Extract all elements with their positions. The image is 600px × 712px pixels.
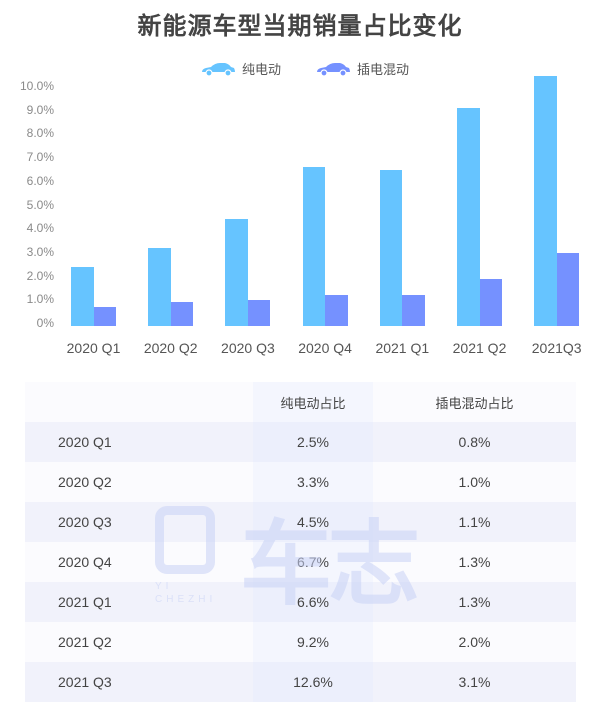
x-tick-label: 2021 Q2 — [452, 340, 507, 356]
y-tick-label: 10.0% — [19, 79, 54, 93]
bar-phev — [247, 299, 271, 326]
cell-ev: 4.5% — [253, 502, 373, 542]
cell-period: 2020 Q4 — [58, 554, 112, 570]
x-tick-label: 2020 Q2 — [143, 340, 198, 356]
cell-phev: 1.3% — [458, 554, 491, 570]
cell-phev: 1.0% — [458, 474, 491, 490]
cell-period: 2020 Q3 — [58, 514, 112, 530]
x-tick-label: 2020 Q4 — [298, 340, 352, 356]
y-tick-label: 3.0% — [26, 244, 54, 259]
y-tick-label: 9.0% — [26, 102, 54, 117]
cell-ev: 6.6% — [253, 582, 373, 622]
cell-period: 2020 Q1 — [58, 434, 112, 450]
cell-period: 2021 Q2 — [58, 634, 112, 650]
bar-phev — [556, 252, 580, 326]
bar-ev — [302, 167, 326, 326]
header-cell-ev: 纯电动占比 — [253, 382, 373, 422]
header-cell-phev: 插电混动占比 — [435, 396, 514, 412]
cell-phev: 1.3% — [458, 594, 491, 610]
y-tick-label: 2.0% — [26, 268, 54, 283]
bar-ev — [534, 76, 557, 326]
x-tick-label: 2020 Q3 — [221, 340, 275, 356]
table-row: 2020 Q4 6.7% 1.3% — [25, 542, 576, 582]
bar-ev — [148, 247, 171, 326]
cell-ev: 6.7% — [253, 542, 373, 582]
table-row: 2020 Q3 4.5% 1.1% — [25, 502, 576, 542]
table-header: 纯电动占比 插电混动占比 — [25, 382, 576, 422]
bar-ev — [379, 169, 403, 326]
legend-label: 纯电动 — [242, 63, 282, 78]
bar-phev — [93, 307, 116, 326]
y-tick-label: 7.0% — [26, 150, 54, 165]
y-axis: 10.0% 9.0% 8.0% 7.0% 6.0% 5.0% 4.0% 3.0% 2.0% 1.0… — [0, 0, 56, 712]
plot-area — [58, 60, 600, 326]
table-row: 2021 Q1 6.6% 1.3% — [25, 582, 576, 622]
chart-legend: 纯电动 插电混动 — [200, 59, 443, 78]
bar-ev — [225, 219, 248, 326]
table-row: 2020 Q2 3.3% 1.0% — [25, 462, 576, 502]
bar-phev — [325, 295, 348, 326]
bar-phev — [402, 295, 425, 326]
table-row: 2021 Q2 9.2% 2.0% — [25, 622, 576, 662]
cell-period: 2020 Q2 — [58, 474, 112, 490]
car-icon — [317, 62, 351, 76]
x-axis: 2020 Q1 2020 Q2 2020 Q3 2020 Q4 2021 Q1 2021 … — [0, 340, 600, 360]
cell-ev: 3.3% — [253, 462, 373, 502]
cell-phev: 0.8% — [458, 434, 491, 450]
car-icon — [202, 62, 235, 76]
legend-item-phev: 插电混动 — [315, 59, 409, 78]
bar-ev — [457, 107, 480, 326]
bar-ev — [71, 266, 94, 326]
cell-phev: 3.1% — [458, 674, 491, 690]
cell-phev: 1.1% — [458, 514, 491, 530]
x-tick-label: 2021Q3 — [531, 340, 582, 356]
y-tick-label: 5.0% — [26, 197, 54, 212]
y-tick-label: 4.0% — [26, 221, 54, 236]
cell-period: 2021 Q3 — [58, 674, 112, 690]
chart-title: 新能源车型当期销量占比变化 — [137, 12, 463, 40]
bar-phev — [170, 302, 194, 326]
cell-ev: 2.5% — [253, 422, 373, 462]
table-row: 2021 Q3 12.6% 3.1% — [25, 662, 576, 702]
cell-period: 2021 Q1 — [58, 594, 112, 610]
y-tick-label: 6.0% — [26, 173, 54, 188]
x-tick-label: 2020 Q1 — [66, 340, 121, 356]
legend-item-ev: 纯电动 — [200, 59, 281, 78]
y-tick-label: 1.0% — [26, 292, 54, 307]
legend-label: 插电混动 — [357, 63, 410, 78]
bar-phev — [479, 278, 502, 326]
data-table: 纯电动占比 插电混动占比 2020 Q1 2.5% 0.8% 2020 Q2 3… — [25, 382, 576, 702]
y-tick-label: 0% — [36, 316, 54, 330]
table-row: 2020 Q1 2.5% 0.8% — [25, 422, 576, 462]
cell-ev: 12.6% — [253, 662, 373, 702]
cell-ev: 9.2% — [253, 622, 373, 662]
y-tick-label: 8.0% — [26, 126, 54, 141]
cell-phev: 2.0% — [458, 634, 491, 650]
x-tick-label: 2021 Q1 — [375, 340, 430, 356]
